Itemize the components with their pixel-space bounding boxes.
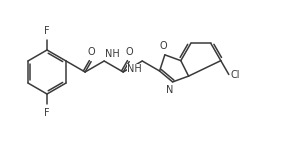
Text: O: O	[87, 47, 95, 57]
Text: O: O	[159, 41, 166, 51]
Text: N: N	[166, 85, 173, 95]
Text: Cl: Cl	[231, 70, 240, 79]
Text: NH: NH	[127, 64, 141, 74]
Text: O: O	[125, 47, 133, 57]
Text: F: F	[44, 108, 50, 118]
Text: NH: NH	[105, 49, 120, 59]
Text: F: F	[44, 26, 50, 36]
